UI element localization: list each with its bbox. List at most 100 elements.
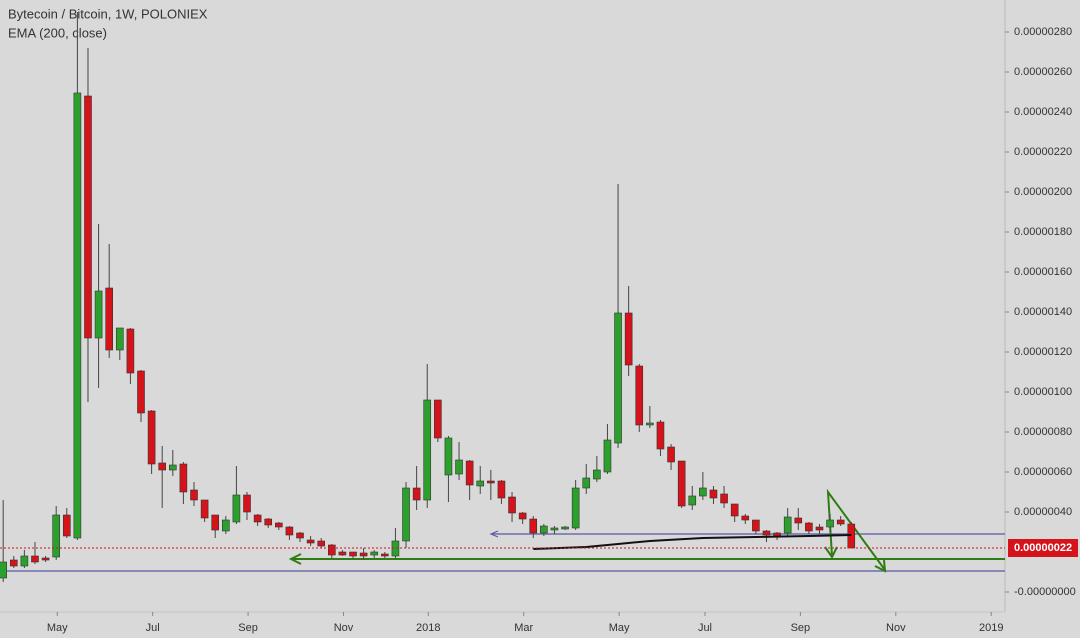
- candle-body: [518, 512, 527, 520]
- candle-body: [391, 540, 400, 557]
- candle-body: [699, 487, 707, 497]
- x-tick-label: Sep: [238, 622, 258, 634]
- candle-body: [349, 551, 357, 557]
- candle-body: [688, 495, 697, 506]
- candle-body: [9, 559, 18, 567]
- x-tick-label: Sep: [791, 622, 811, 634]
- candle-body: [677, 460, 686, 507]
- y-tick-label: 0.00000060: [1014, 466, 1072, 478]
- candle-body: [0, 561, 7, 579]
- drawings: [0, 488, 1005, 573]
- candle-body: [582, 477, 591, 489]
- candle-body: [709, 489, 718, 499]
- arrow-head: [489, 530, 499, 538]
- candle-body: [147, 410, 156, 465]
- y-tick-label: 0.00000080: [1014, 426, 1072, 438]
- candle-body: [603, 439, 612, 473]
- candle-body: [487, 480, 495, 484]
- candle-body: [571, 487, 580, 529]
- candle-body: [253, 514, 262, 523]
- candle-body: [179, 463, 188, 493]
- candle-body: [169, 464, 177, 471]
- x-tick-label: Jul: [146, 622, 160, 634]
- y-tick-label: 0.00000160: [1014, 266, 1072, 278]
- candle-body: [41, 557, 50, 561]
- candle-body: [635, 365, 644, 426]
- candle-body: [328, 544, 336, 556]
- candle-body: [338, 551, 347, 556]
- candle-body: [624, 312, 633, 366]
- candle-body: [222, 519, 230, 532]
- candle-body: [275, 522, 283, 528]
- candle-body: [94, 290, 103, 339]
- candle-body: [84, 95, 92, 339]
- candle-body: [646, 422, 654, 426]
- candle-body: [667, 446, 675, 463]
- candle-body: [836, 519, 845, 525]
- chart-title: Bytecoin / Bitcoin, 1W, POLONIEX: [8, 6, 208, 21]
- candle-body: [561, 526, 569, 530]
- candle-body: [476, 480, 485, 487]
- candle-body: [656, 421, 665, 450]
- candle-body: [285, 526, 294, 536]
- candle-body: [455, 459, 463, 475]
- x-tick-label: May: [609, 622, 630, 634]
- last-price-label: 0.00000022: [1014, 542, 1072, 554]
- y-tick-label: 0.00000200: [1014, 186, 1072, 198]
- candle-body: [614, 312, 622, 444]
- candle-body: [232, 494, 241, 523]
- ema-line: [533, 534, 852, 550]
- x-tick-label: Jul: [698, 622, 712, 634]
- x-tick-label: Mar: [514, 622, 533, 634]
- candle-body: [741, 515, 750, 521]
- candle-body: [306, 539, 315, 544]
- y-tick-label: 0.00000240: [1014, 106, 1072, 118]
- candle-body: [794, 517, 803, 524]
- candle-body: [826, 519, 834, 528]
- candle-body: [529, 518, 538, 534]
- candle-body: [444, 437, 453, 476]
- candle-body: [783, 516, 792, 534]
- candle-body: [497, 480, 506, 499]
- y-tick-label: 0.00000180: [1014, 226, 1072, 238]
- y-tick-label: 0.00000220: [1014, 146, 1072, 158]
- candle-body: [550, 527, 559, 531]
- y-tick-label: 0.00000040: [1014, 506, 1072, 518]
- candle-body: [465, 460, 474, 486]
- candle-body: [243, 494, 251, 513]
- y-tick-label: 0.00000260: [1014, 66, 1072, 78]
- candle-body: [720, 493, 728, 504]
- candle-body: [752, 519, 760, 532]
- candle-body: [264, 518, 273, 526]
- x-tick-label: 2018: [416, 622, 440, 634]
- candle-body: [62, 514, 71, 537]
- candle-body: [73, 92, 82, 539]
- candle-body: [762, 530, 771, 536]
- candle-body: [370, 551, 379, 556]
- y-tick-label: 0.00000120: [1014, 346, 1072, 358]
- candle-body: [381, 553, 389, 557]
- arrow-head: [824, 546, 838, 559]
- candle-body: [296, 532, 304, 539]
- y-tick-label: -0.00000000: [1014, 586, 1076, 598]
- x-tick-label: 2019: [979, 622, 1003, 634]
- candle-body: [158, 462, 166, 471]
- candle-body: [815, 526, 824, 531]
- candle-body: [593, 469, 601, 480]
- candle-body: [423, 399, 432, 501]
- candle-body: [137, 370, 145, 414]
- x-tick-label: Nov: [334, 622, 354, 634]
- x-tick-label: May: [47, 622, 68, 634]
- candle-body: [540, 525, 548, 534]
- candle-body: [412, 487, 421, 501]
- candle-body: [31, 555, 39, 563]
- candle-body: [52, 514, 60, 558]
- indicator-label: EMA (200, close): [8, 25, 107, 40]
- last-price-box: [1008, 539, 1078, 557]
- candle-body: [317, 540, 326, 547]
- candle-body: [211, 514, 220, 531]
- candle-body: [200, 499, 209, 519]
